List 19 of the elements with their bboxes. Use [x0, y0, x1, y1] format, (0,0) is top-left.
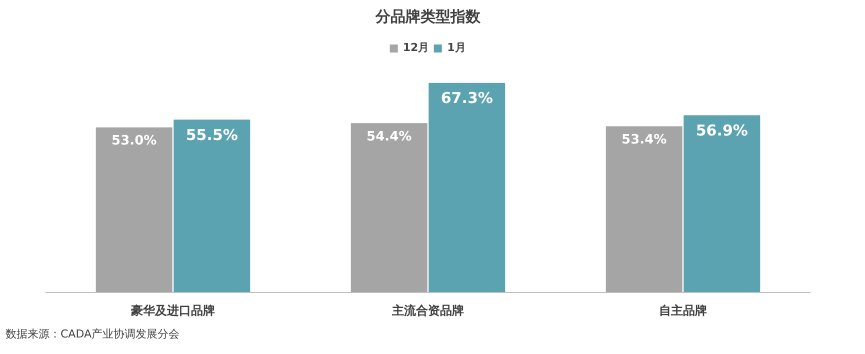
bar	[684, 115, 760, 292]
data-label: 53.0%	[112, 134, 157, 149]
chart-title: 分品牌类型指数	[374, 8, 482, 26]
bar	[606, 126, 682, 292]
data-label: 67.3%	[440, 89, 493, 108]
data-label: 56.9%	[696, 122, 748, 140]
bar	[96, 127, 172, 292]
x-tick-label: 自主品牌	[659, 304, 707, 318]
legend-label: 1月	[447, 40, 467, 55]
x-tick-label: 主流合资品牌	[391, 304, 464, 318]
source-note: 数据来源：CADA产业协调发展分会	[6, 328, 180, 340]
bar	[174, 120, 250, 292]
bar	[428, 82, 506, 292]
legend-label: 12月	[402, 40, 430, 55]
data-label: 54.4%	[366, 129, 412, 144]
x-tick-label: 豪华及进口品牌	[130, 304, 215, 318]
bar	[350, 123, 428, 292]
data-label: 55.5%	[186, 126, 238, 144]
data-label: 53.4%	[622, 132, 667, 148]
